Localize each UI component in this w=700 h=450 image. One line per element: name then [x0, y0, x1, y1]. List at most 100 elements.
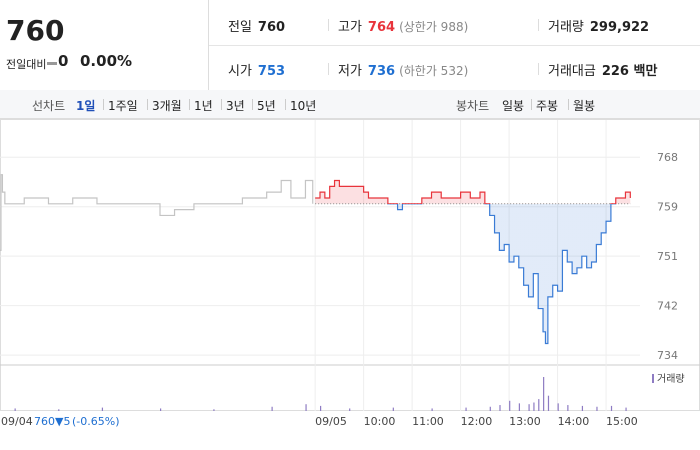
- info-value: 764: [367, 20, 396, 35]
- separator: [285, 99, 286, 110]
- separator: [538, 63, 539, 75]
- volume-bar: [160, 408, 162, 411]
- volume-bar: [533, 402, 535, 411]
- tab-label: 봉차트: [456, 99, 490, 113]
- tab-bar: 선차트 1일 1주일 3개월 1년 3년 5년 10년 봉차트 일봉 주봉 월봉: [0, 90, 700, 119]
- x-tick-label: 12:00: [461, 415, 493, 428]
- volume-bar: [567, 405, 569, 411]
- volume-bar: [305, 404, 307, 411]
- separator: [328, 63, 329, 75]
- price-line: [315, 179, 631, 345]
- volume-bar: [489, 406, 491, 411]
- volume-bar: [518, 403, 520, 411]
- volume-bar: [58, 409, 60, 411]
- info-value: 753: [257, 64, 286, 79]
- x-tick-label: 10:00: [364, 415, 396, 428]
- separator: [103, 99, 104, 110]
- period-tab[interactable]: 3년: [226, 99, 245, 113]
- info-extra: (상한가 988): [399, 20, 469, 34]
- area-fill: [315, 180, 631, 344]
- candle-tab[interactable]: 일봉: [502, 99, 525, 113]
- y-tick-label: 742: [657, 300, 678, 313]
- separator: [221, 99, 222, 110]
- volume-bar: [392, 407, 394, 411]
- candle-tab[interactable]: 주봉: [536, 99, 559, 113]
- volume-bar: [320, 405, 322, 411]
- separator: [147, 99, 148, 110]
- period-tab[interactable]: 10년: [290, 99, 317, 113]
- info-value: 299,922: [589, 20, 650, 35]
- period-tab[interactable]: 3개월: [152, 99, 182, 113]
- y-tick-label: 734: [657, 349, 678, 362]
- status-price: 760: [34, 415, 55, 428]
- volume-bar: [557, 403, 559, 411]
- volume-bar: [14, 408, 16, 411]
- summary: 760 전일대비 0 0.00% 전일 760 고가 764 (상한가 988) 거래량 2…: [0, 0, 700, 91]
- chart: 768 759 751 742 734 09/04 09/05 10:00 11:00 12:00…: [0, 119, 700, 428]
- y-tick-label: 751: [657, 250, 678, 263]
- volume-bar: [349, 408, 351, 411]
- candle-tab[interactable]: 월봉: [573, 99, 596, 113]
- info-label: 시가: [228, 64, 252, 79]
- x-tick-label: 11:00: [412, 415, 444, 428]
- price-line: [0, 174, 314, 251]
- volume-bar: [625, 407, 627, 411]
- separator: [328, 19, 329, 31]
- separator: [189, 99, 190, 110]
- info-label: 거래량: [548, 20, 584, 35]
- volume-bar: [543, 377, 545, 411]
- info-label: 거래대금: [548, 64, 596, 79]
- change: 0: [58, 52, 69, 70]
- volume-bar: [271, 406, 273, 411]
- info-value: 736: [367, 64, 396, 79]
- info-label: 고가: [338, 20, 362, 35]
- x-tick-label: 15:00: [606, 415, 638, 428]
- info-label: 전일: [228, 20, 252, 35]
- volume-bar: [581, 405, 584, 411]
- volume-bar: [465, 407, 467, 411]
- x-tick-label: 09/05: [315, 415, 347, 428]
- y-tick-label: 768: [657, 151, 678, 164]
- info-label: 저가: [338, 64, 362, 79]
- status-change-pct: (-0.65%): [72, 415, 120, 428]
- period-tab[interactable]: 1일: [76, 99, 96, 113]
- flat-icon: [47, 62, 57, 65]
- separator: [568, 99, 569, 110]
- info-cell: 시가 753: [228, 60, 285, 79]
- period-tab[interactable]: 5년: [257, 99, 276, 113]
- volume-bar: [596, 406, 598, 411]
- info-cell: 저가 736 (하한가 532): [338, 60, 468, 79]
- volume-bar: [547, 395, 550, 411]
- row-divider: [209, 45, 700, 46]
- volume-bar: [431, 408, 433, 411]
- volume-bar: [101, 407, 104, 411]
- volume-bar: [509, 400, 511, 411]
- separator: [538, 19, 539, 31]
- price: 760: [6, 14, 65, 47]
- volume-bar: [499, 405, 501, 411]
- info-cell: 거래량 299,922: [548, 16, 649, 35]
- status-change: ▼5: [55, 415, 70, 428]
- info-cell: 고가 764 (상한가 988): [338, 16, 468, 35]
- separator: [252, 99, 253, 110]
- volume-bar: [610, 405, 613, 411]
- y-tick-label: 759: [657, 201, 678, 214]
- change-label: 전일대비: [6, 58, 47, 71]
- volume-bar: [213, 409, 215, 411]
- info-value: 760: [257, 20, 286, 35]
- x-tick-label: 09/04: [1, 415, 33, 428]
- price-box: 760 전일대비 0 0.00%: [0, 0, 209, 90]
- info-cell: 거래대금 226 백만: [548, 60, 657, 79]
- x-tick-label: 13:00: [509, 415, 541, 428]
- period-tab[interactable]: 1주일: [108, 99, 138, 113]
- info-extra: (하한가 532): [399, 64, 469, 78]
- volume-bar: [528, 404, 530, 411]
- legend-swatch: [652, 374, 654, 383]
- x-tick-label: 14:00: [558, 415, 590, 428]
- chart-frame: [0, 119, 700, 411]
- legend-label: 거래량: [657, 373, 685, 385]
- period-tab[interactable]: 1년: [194, 99, 213, 113]
- tab-label: 선차트: [32, 99, 66, 113]
- info-cell: 전일 760: [228, 16, 285, 35]
